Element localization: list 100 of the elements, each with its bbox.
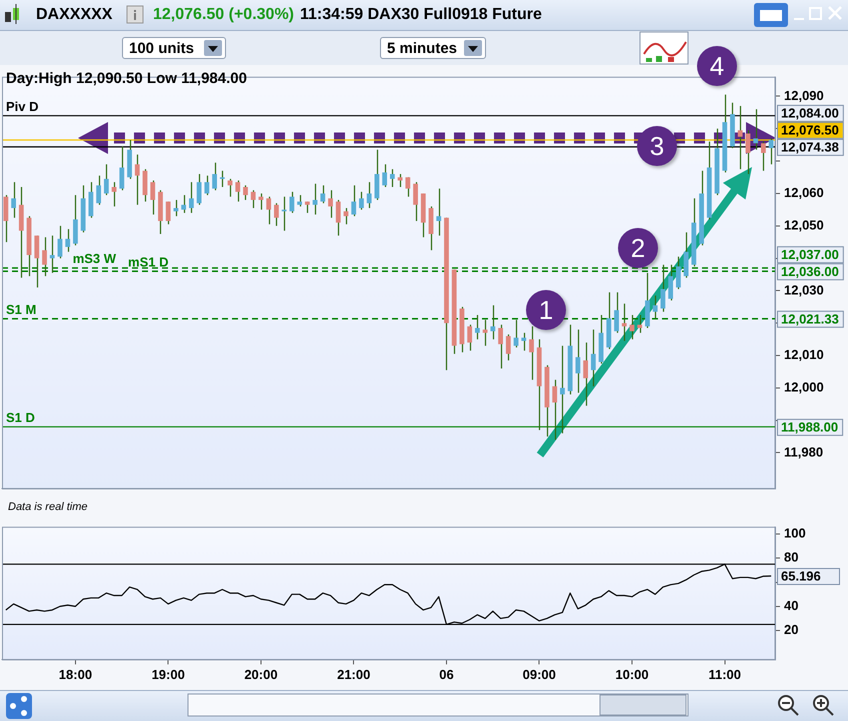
y-tick-label: 11,980 bbox=[784, 444, 824, 460]
candlestick bbox=[42, 236, 47, 277]
y-tick-label: 12,030 bbox=[784, 282, 824, 298]
text: 12,076.50 bbox=[781, 122, 839, 138]
chart-subtitle: 11:34:59 DAX30 Full0918 Future bbox=[300, 6, 542, 24]
candlestick bbox=[112, 182, 116, 208]
text: Data is real time bbox=[8, 501, 88, 513]
candlestick bbox=[521, 332, 526, 352]
x-tick-label: 06 bbox=[439, 666, 454, 682]
candlestick bbox=[552, 379, 558, 440]
candlestick bbox=[590, 328, 596, 387]
candlestick bbox=[104, 164, 109, 196]
candlestick bbox=[304, 200, 310, 214]
candlestick bbox=[637, 314, 642, 334]
candlestick bbox=[366, 182, 372, 209]
y-tick-label: 40 bbox=[784, 598, 798, 613]
candlestick bbox=[250, 190, 256, 209]
y-tick-label: 12,010 bbox=[784, 347, 824, 362]
candlestick bbox=[119, 146, 124, 191]
y-tick-label: 100 bbox=[784, 526, 806, 541]
candlestick bbox=[506, 334, 511, 361]
text: 100 units bbox=[122, 37, 226, 59]
candlestick bbox=[312, 183, 318, 216]
candlestick bbox=[166, 200, 171, 225]
candlestick bbox=[196, 173, 202, 206]
candlestick bbox=[351, 184, 356, 217]
y-tick-label: 12,050 bbox=[784, 217, 824, 232]
text: 12,076.50 (+0.30%) bbox=[153, 6, 294, 24]
text: 12,021.33 bbox=[781, 311, 839, 326]
candlestick bbox=[150, 180, 156, 216]
candlestick bbox=[660, 264, 666, 312]
candlestick bbox=[668, 264, 674, 302]
candlestick bbox=[58, 225, 62, 259]
candlestick bbox=[498, 324, 503, 370]
text: 12,036.00 bbox=[781, 264, 839, 279]
candlestick bbox=[575, 328, 580, 394]
candlestick bbox=[529, 326, 534, 380]
candlestick bbox=[514, 319, 518, 348]
candlestick bbox=[738, 105, 743, 170]
candlestick bbox=[174, 199, 178, 217]
annotation: Day:High 12,090.50 Low 11,984.00 bbox=[6, 70, 247, 87]
candlestick bbox=[328, 190, 333, 218]
candlestick bbox=[11, 182, 16, 218]
candlestick bbox=[34, 235, 40, 288]
candlestick bbox=[405, 176, 410, 198]
candlestick bbox=[204, 175, 210, 196]
candlestick bbox=[297, 194, 302, 208]
text: 5 minutes bbox=[380, 37, 486, 59]
x-tick-label: 18:00 bbox=[58, 666, 92, 682]
candlestick bbox=[746, 130, 750, 175]
candlestick bbox=[676, 256, 681, 290]
data-label: 65.196 bbox=[781, 568, 821, 584]
candlestick bbox=[475, 314, 480, 340]
candlestick bbox=[490, 304, 496, 340]
ref-line-label: mS3 W bbox=[72, 251, 117, 266]
candlestick bbox=[382, 164, 388, 188]
x-tick-label: 19:00 bbox=[152, 666, 185, 682]
annotation: 4 bbox=[697, 46, 737, 86]
candlestick bbox=[134, 154, 140, 206]
y-tick-label: 12,000 bbox=[784, 380, 824, 395]
candlestick bbox=[266, 196, 272, 225]
candlestick bbox=[188, 182, 194, 214]
chart-title: DAXXXXX bbox=[36, 6, 112, 24]
y-tick-label: 80 bbox=[784, 550, 798, 565]
annotation: 2 bbox=[618, 228, 658, 268]
candlestick bbox=[65, 228, 70, 252]
candlestick bbox=[560, 345, 565, 434]
candlestick bbox=[761, 141, 766, 172]
candlestick bbox=[274, 202, 279, 226]
ref-line-label: mS1 D bbox=[128, 254, 169, 270]
x-tick-label: 11:00 bbox=[708, 666, 742, 682]
ref-line-label: Piv D bbox=[6, 98, 39, 114]
candlestick bbox=[243, 184, 248, 201]
ref-line-label: S1 M bbox=[6, 302, 36, 317]
candlestick bbox=[50, 235, 55, 274]
candlestick bbox=[344, 207, 348, 225]
candlestick bbox=[228, 178, 232, 198]
x-tick-label: 09:00 bbox=[522, 666, 556, 682]
candlestick bbox=[467, 324, 472, 352]
candlestick bbox=[398, 173, 402, 188]
y-tick-label: 12,090 bbox=[784, 88, 824, 103]
candlestick bbox=[390, 168, 395, 188]
text: 12,037.00 bbox=[781, 246, 839, 262]
x-tick-label: 20:00 bbox=[244, 666, 278, 682]
text: 12,084.00 bbox=[781, 105, 839, 120]
y-tick-label: 12,060 bbox=[784, 185, 824, 200]
candlestick bbox=[282, 196, 287, 232]
candlestick bbox=[614, 292, 619, 334]
candlestick bbox=[212, 162, 217, 191]
text: 11,988.00 bbox=[781, 419, 838, 434]
candlestick bbox=[583, 342, 588, 406]
candlestick bbox=[413, 182, 418, 222]
candlestick bbox=[235, 180, 240, 202]
y-tick-label: 20 bbox=[784, 622, 798, 638]
candlestick bbox=[289, 191, 294, 214]
candlestick bbox=[336, 199, 341, 236]
x-tick-label: 10:00 bbox=[615, 666, 649, 682]
candlestick bbox=[622, 303, 627, 342]
candlestick bbox=[359, 191, 364, 210]
candlestick bbox=[630, 314, 634, 340]
